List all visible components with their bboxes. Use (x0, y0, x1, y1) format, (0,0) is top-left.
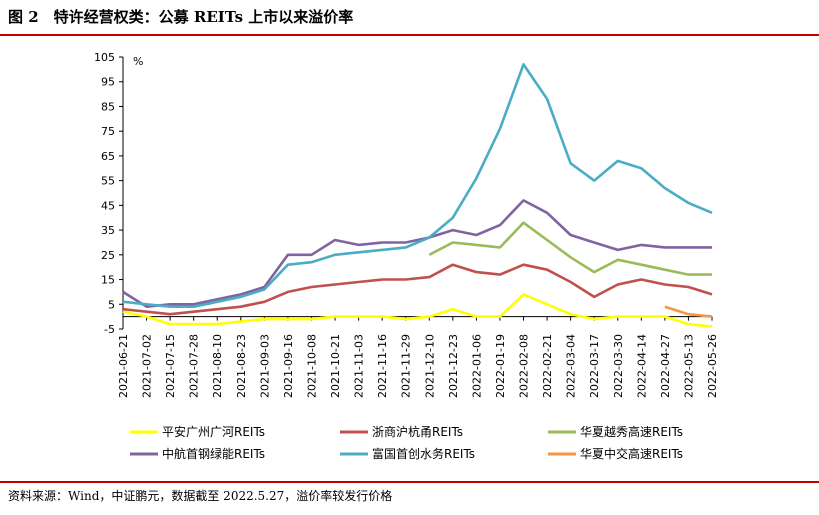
x-tick-label: 2022-02-08 (518, 334, 531, 398)
legend: 平安广州广河REITs 浙商沪杭甬REITs 华夏越秀高速REITs 中航首钢绿能RE… (130, 424, 683, 461)
y-tick-label: 25 (101, 249, 115, 262)
y-tick-label: 75 (101, 125, 115, 138)
y-tick-label: 45 (101, 199, 115, 212)
x-tick-label: 2022-03-30 (612, 334, 625, 398)
x-tick-label: 2022-01-06 (470, 334, 483, 398)
x-tick-label: 2022-02-21 (541, 334, 554, 398)
y-tick-label: 65 (101, 150, 115, 163)
x-tick-label: 2021-09-03 (258, 334, 271, 398)
x-tick-label: 2021-08-23 (235, 334, 248, 398)
bottom-rule (0, 481, 819, 483)
x-tick-label: 2021-06-21 (117, 334, 130, 398)
series-line (122, 199, 712, 308)
x-tick-label: 2021-11-16 (376, 334, 389, 398)
x-tick-label: 2022-03-17 (588, 334, 601, 398)
x-tick-label: 2022-05-13 (682, 334, 695, 398)
y-tick-label: 105 (94, 51, 115, 64)
x-tick-label: 2022-03-04 (565, 334, 578, 398)
series-line (664, 305, 713, 318)
x-tick-label: 2021-07-28 (188, 334, 201, 398)
plot-area (122, 63, 713, 328)
y-tick-label: 55 (101, 175, 115, 188)
x-tick-label: 2022-04-14 (635, 334, 648, 398)
x-tick-label: 2021-12-10 (423, 334, 436, 398)
y-tick-label: 35 (101, 224, 115, 237)
x-tick-label: 2021-10-21 (329, 334, 342, 398)
y-tick-label: -5 (104, 323, 115, 336)
series-line (122, 63, 713, 308)
figure-title: 图 2 特许经营权类：公募 REITs 上市以来溢价率 (8, 8, 354, 26)
x-tick-label: 2021-08-10 (211, 334, 224, 398)
x-tick-label: 2021-07-02 (141, 334, 154, 398)
series-line (122, 293, 713, 328)
x-tick-label: 2022-05-26 (706, 334, 719, 398)
top-rule (0, 34, 819, 36)
legend-label: 华夏中交高速REITs (580, 446, 683, 461)
legend-label: 中航首钢绿能REITs (162, 446, 265, 461)
series-line (428, 221, 712, 276)
legend-label: 华夏越秀高速REITs (580, 424, 683, 439)
legend-label: 富国首创水务REITs (372, 446, 475, 461)
x-tick-label: 2022-04-27 (659, 334, 672, 398)
y-unit-label: % (133, 55, 143, 68)
x-tick-label: 2021-11-29 (400, 334, 413, 398)
x-tick-label: 2021-12-23 (447, 334, 460, 398)
y-tick-label: 15 (101, 274, 115, 287)
x-tick-label: 2022-01-19 (494, 334, 507, 398)
y-tick-label: 5 (108, 298, 115, 311)
x-tick-label: 2021-11-03 (353, 334, 366, 398)
y-axis: -5 5 15 25 35 45 55 65 75 85 95 105 (94, 51, 124, 336)
y-tick-label: 95 (101, 76, 115, 89)
y-tick-label: 85 (101, 100, 115, 113)
x-axis: 2021-06-21 2021-07-02 2021-07-15 2021-07-28… (117, 316, 719, 398)
legend-label: 浙商沪杭甬REITs (372, 424, 463, 439)
legend-label: 平安广州广河REITs (162, 424, 265, 439)
source-note: 资料来源：Wind，中证鹏元，数据截至 2022.5.27，溢价率较发行价格 (8, 489, 393, 503)
figure-header: 图 2 特许经营权类：公募 REITs 上市以来溢价率 (0, 0, 819, 36)
x-tick-label: 2021-07-15 (164, 334, 177, 398)
x-tick-label: 2021-10-08 (305, 334, 318, 398)
series-line (122, 263, 713, 316)
x-tick-label: 2021-09-16 (282, 334, 295, 398)
